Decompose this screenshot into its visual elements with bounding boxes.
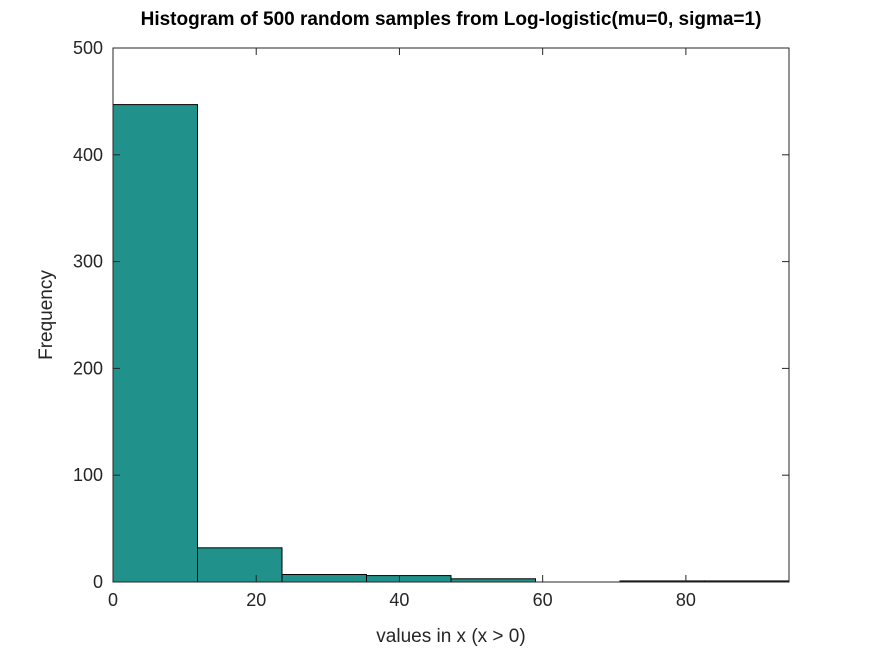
x-tick-label: 40 [389, 590, 409, 610]
x-tick-label: 0 [108, 590, 118, 610]
histogram-bar [112, 104, 198, 583]
histogram-bar [281, 574, 367, 583]
y-axis-label: Frequency [36, 270, 57, 360]
plot-frame [112, 47, 790, 583]
histogram-bar [366, 575, 452, 583]
x-axis-label: values in x (x > 0) [376, 626, 525, 647]
x-tick-label: 20 [246, 590, 266, 610]
x-tick-label: 80 [676, 590, 696, 610]
y-tick-label: 400 [73, 145, 103, 165]
y-tick-label: 300 [73, 252, 103, 272]
chart-title: Histogram of 500 random samples from Log… [141, 9, 762, 30]
y-tick-label: 0 [93, 572, 103, 592]
y-tick-label: 100 [73, 465, 103, 485]
x-tick-label: 60 [533, 590, 553, 610]
histogram-bar [197, 547, 283, 583]
y-tick-label: 500 [73, 38, 103, 58]
y-tick-label: 200 [73, 358, 103, 378]
